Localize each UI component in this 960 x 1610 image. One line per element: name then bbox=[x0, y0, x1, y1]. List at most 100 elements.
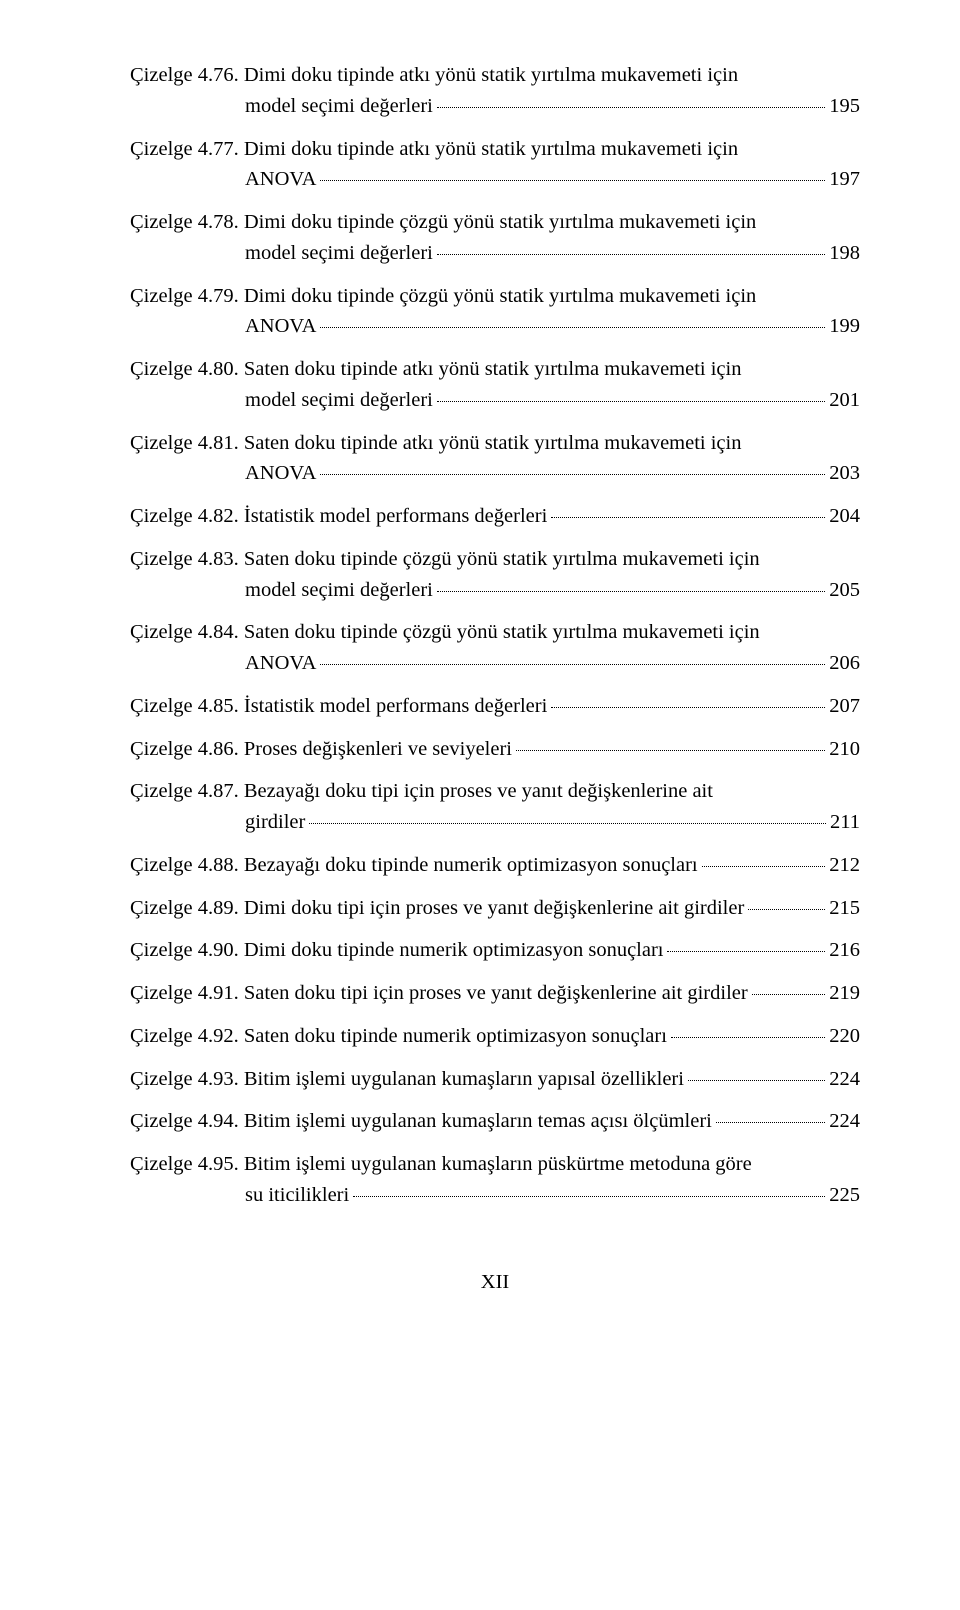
toc-page-ref: 225 bbox=[829, 1180, 860, 1211]
toc-page-ref: 201 bbox=[829, 385, 860, 416]
toc-text: model seçimi değerleri bbox=[245, 575, 433, 606]
dot-leader bbox=[752, 994, 826, 995]
toc-text: Çizelge 4.95. Bitim işlemi uygulanan kum… bbox=[130, 1149, 752, 1180]
toc-text: Çizelge 4.77. Dimi doku tipinde atkı yön… bbox=[130, 134, 738, 165]
toc-line: Çizelge 4.91. Saten doku tipi için prose… bbox=[130, 978, 860, 1009]
toc-text: model seçimi değerleri bbox=[245, 385, 433, 416]
dot-leader bbox=[309, 823, 826, 824]
toc-line: ANOVA 206 bbox=[130, 648, 860, 679]
toc-text: Çizelge 4.94. Bitim işlemi uygulanan kum… bbox=[130, 1106, 712, 1137]
toc-page-ref: 220 bbox=[829, 1021, 860, 1052]
toc-page-ref: 215 bbox=[829, 893, 860, 924]
dot-leader bbox=[671, 1037, 825, 1038]
dot-leader bbox=[516, 750, 825, 751]
toc-text: Çizelge 4.93. Bitim işlemi uygulanan kum… bbox=[130, 1064, 684, 1095]
toc-text: Çizelge 4.86. Proses değişkenleri ve sev… bbox=[130, 734, 512, 765]
toc-page-ref: 204 bbox=[829, 501, 860, 532]
toc-text: Çizelge 4.80. Saten doku tipinde atkı yö… bbox=[130, 354, 741, 385]
dot-leader bbox=[353, 1196, 825, 1197]
toc-text: model seçimi değerleri bbox=[245, 238, 433, 269]
toc-page-ref: 219 bbox=[829, 978, 860, 1009]
toc-page-ref: 207 bbox=[829, 691, 860, 722]
toc-entry: Çizelge 4.82. İstatistik model performan… bbox=[130, 501, 860, 532]
toc-text: Çizelge 4.88. Bezayağı doku tipinde nume… bbox=[130, 850, 698, 881]
toc-text: ANOVA bbox=[245, 311, 316, 342]
toc-text: Çizelge 4.83. Saten doku tipinde çözgü y… bbox=[130, 544, 760, 575]
toc-entry: Çizelge 4.85. İstatistik model performan… bbox=[130, 691, 860, 722]
dot-leader bbox=[551, 707, 825, 708]
toc-text: Çizelge 4.92. Saten doku tipinde numerik… bbox=[130, 1021, 667, 1052]
dot-leader bbox=[320, 327, 825, 328]
toc-entry: Çizelge 4.93. Bitim işlemi uygulanan kum… bbox=[130, 1064, 860, 1095]
toc-line: Çizelge 4.90. Dimi doku tipinde numerik … bbox=[130, 935, 860, 966]
dot-leader bbox=[437, 254, 825, 255]
toc-line: Çizelge 4.79. Dimi doku tipinde çözgü yö… bbox=[130, 281, 860, 312]
toc-page-ref: 211 bbox=[830, 807, 860, 838]
dot-leader bbox=[320, 180, 825, 181]
toc-entry: Çizelge 4.77. Dimi doku tipinde atkı yön… bbox=[130, 134, 860, 196]
toc-entry: Çizelge 4.92. Saten doku tipinde numerik… bbox=[130, 1021, 860, 1052]
toc-entry: Çizelge 4.76. Dimi doku tipinde atkı yön… bbox=[130, 60, 860, 122]
toc-entries: Çizelge 4.76. Dimi doku tipinde atkı yön… bbox=[130, 60, 860, 1211]
toc-line: model seçimi değerleri 198 bbox=[130, 238, 860, 269]
toc-text: Çizelge 4.78. Dimi doku tipinde çözgü yö… bbox=[130, 207, 756, 238]
toc-entry: Çizelge 4.79. Dimi doku tipinde çözgü yö… bbox=[130, 281, 860, 343]
dot-leader bbox=[320, 474, 825, 475]
toc-line: Çizelge 4.87. Bezayağı doku tipi için pr… bbox=[130, 776, 860, 807]
toc-page-ref: 195 bbox=[829, 91, 860, 122]
toc-entry: Çizelge 4.80. Saten doku tipinde atkı yö… bbox=[130, 354, 860, 416]
toc-line: Çizelge 4.89. Dimi doku tipi için proses… bbox=[130, 893, 860, 924]
toc-line: Çizelge 4.88. Bezayağı doku tipinde nume… bbox=[130, 850, 860, 881]
toc-entry: Çizelge 4.91. Saten doku tipi için prose… bbox=[130, 978, 860, 1009]
toc-text: Çizelge 4.82. İstatistik model performan… bbox=[130, 501, 547, 532]
toc-text: Çizelge 4.84. Saten doku tipinde çözgü y… bbox=[130, 617, 760, 648]
toc-line: girdiler211 bbox=[130, 807, 860, 838]
toc-page-ref: 224 bbox=[829, 1064, 860, 1095]
toc-text: ANOVA bbox=[245, 458, 316, 489]
toc-page-ref: 197 bbox=[829, 164, 860, 195]
toc-page-ref: 224 bbox=[829, 1106, 860, 1137]
toc-text: Çizelge 4.90. Dimi doku tipinde numerik … bbox=[130, 935, 663, 966]
toc-page-ref: 198 bbox=[829, 238, 860, 269]
toc-line: ANOVA 199 bbox=[130, 311, 860, 342]
dot-leader bbox=[437, 107, 825, 108]
dot-leader bbox=[437, 591, 825, 592]
toc-line: model seçimi değerleri205 bbox=[130, 575, 860, 606]
toc-line: su iticilikleri 225 bbox=[130, 1180, 860, 1211]
toc-entry: Çizelge 4.83. Saten doku tipinde çözgü y… bbox=[130, 544, 860, 606]
toc-text: Çizelge 4.87. Bezayağı doku tipi için pr… bbox=[130, 776, 713, 807]
dot-leader bbox=[551, 517, 825, 518]
toc-text: model seçimi değerleri bbox=[245, 91, 433, 122]
toc-line: Çizelge 4.77. Dimi doku tipinde atkı yön… bbox=[130, 134, 860, 165]
toc-line: Çizelge 4.94. Bitim işlemi uygulanan kum… bbox=[130, 1106, 860, 1137]
toc-page-ref: 210 bbox=[829, 734, 860, 765]
toc-entry: Çizelge 4.78. Dimi doku tipinde çözgü yö… bbox=[130, 207, 860, 269]
dot-leader bbox=[320, 664, 825, 665]
toc-line: model seçimi değerleri 195 bbox=[130, 91, 860, 122]
toc-text: Çizelge 4.76. Dimi doku tipinde atkı yön… bbox=[130, 60, 738, 91]
dot-leader bbox=[748, 909, 825, 910]
toc-line: Çizelge 4.93. Bitim işlemi uygulanan kum… bbox=[130, 1064, 860, 1095]
dot-leader bbox=[688, 1080, 825, 1081]
toc-text: Çizelge 4.89. Dimi doku tipi için proses… bbox=[130, 893, 744, 924]
page-number: XII bbox=[130, 1271, 860, 1294]
toc-line: ANOVA203 bbox=[130, 458, 860, 489]
toc-entry: Çizelge 4.87. Bezayağı doku tipi için pr… bbox=[130, 776, 860, 838]
toc-text: su iticilikleri bbox=[245, 1180, 349, 1211]
toc-text: Çizelge 4.79. Dimi doku tipinde çözgü yö… bbox=[130, 281, 756, 312]
toc-text: Çizelge 4.81. Saten doku tipinde atkı yö… bbox=[130, 428, 741, 459]
toc-entry: Çizelge 4.88. Bezayağı doku tipinde nume… bbox=[130, 850, 860, 881]
toc-line: Çizelge 4.76. Dimi doku tipinde atkı yön… bbox=[130, 60, 860, 91]
toc-entry: Çizelge 4.90. Dimi doku tipinde numerik … bbox=[130, 935, 860, 966]
toc-line: Çizelge 4.95. Bitim işlemi uygulanan kum… bbox=[130, 1149, 860, 1180]
toc-line: Çizelge 4.80. Saten doku tipinde atkı yö… bbox=[130, 354, 860, 385]
toc-page-ref: 199 bbox=[829, 311, 860, 342]
toc-page-ref: 212 bbox=[829, 850, 860, 881]
toc-entry: Çizelge 4.94. Bitim işlemi uygulanan kum… bbox=[130, 1106, 860, 1137]
toc-line: Çizelge 4.78. Dimi doku tipinde çözgü yö… bbox=[130, 207, 860, 238]
toc-page-ref: 206 bbox=[829, 648, 860, 679]
toc-line: Çizelge 4.84. Saten doku tipinde çözgü y… bbox=[130, 617, 860, 648]
toc-line: Çizelge 4.83. Saten doku tipinde çözgü y… bbox=[130, 544, 860, 575]
toc-text: ANOVA bbox=[245, 648, 316, 679]
toc-line: Çizelge 4.82. İstatistik model performan… bbox=[130, 501, 860, 532]
